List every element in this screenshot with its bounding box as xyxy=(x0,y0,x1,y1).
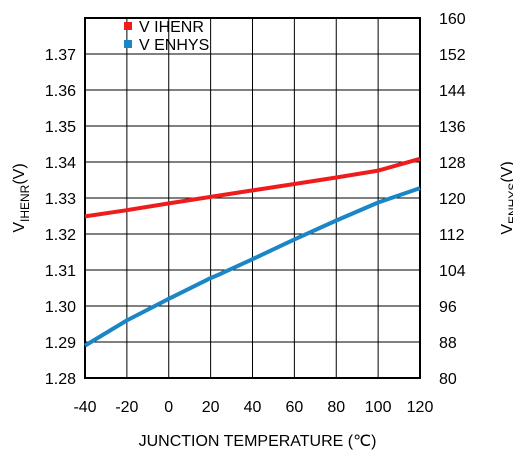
series-line-venhys xyxy=(83,186,421,348)
y-right-tick-label: 96 xyxy=(439,299,457,316)
x-tick-label: 120 xyxy=(407,399,434,416)
x-tick-label: -20 xyxy=(115,399,138,416)
y-left-tick-label: 1.28 xyxy=(45,371,76,388)
y-left-axis-title: VIHENR(V) xyxy=(11,163,32,232)
y-left-axis-title-sub: IHENR xyxy=(18,184,32,222)
legend-marker xyxy=(124,22,132,30)
y-left-tick-label: 1.34 xyxy=(45,155,76,172)
x-tick-label: 0 xyxy=(164,399,173,416)
y-right-tick-label: 112 xyxy=(439,227,465,244)
y-left-axis-title-unit: (V) xyxy=(11,163,28,184)
y-left-tick-label: 1.30 xyxy=(45,299,76,316)
legend-label: V IHENR xyxy=(139,19,204,36)
x-tick-label: 60 xyxy=(285,399,303,416)
y-right-tick-label: 144 xyxy=(439,83,466,100)
series-line-vihenr xyxy=(84,156,421,219)
y-right-tick-label: 104 xyxy=(439,263,466,280)
y-right-tick-label: 128 xyxy=(439,155,466,172)
y-left-tick-label: 1.31 xyxy=(45,263,76,280)
x-tick-label: -40 xyxy=(73,399,96,416)
y-left-tick-label: 1.36 xyxy=(45,83,76,100)
x-tick-label: 40 xyxy=(244,399,262,416)
y-right-tick-label: 152 xyxy=(439,47,466,64)
y-right-axis-title-main: V xyxy=(499,224,513,235)
y-left-tick-label: 1.33 xyxy=(45,191,76,208)
y-right-tick-label: 136 xyxy=(439,119,466,136)
y-right-axis-title-unit: (V) xyxy=(499,161,513,182)
x-tick-label: 20 xyxy=(202,399,220,416)
legend-label: V ENHYS xyxy=(139,37,209,54)
y-right-tick-label: 80 xyxy=(439,371,457,388)
y-right-axis-title-sub: ENHYS xyxy=(506,183,513,224)
y-left-tick-label: 1.29 xyxy=(45,335,76,352)
y-left-tick-label: 1.35 xyxy=(45,119,76,136)
y-left-tick-label: 1.37 xyxy=(45,47,76,64)
y-right-tick-label: 120 xyxy=(439,191,466,208)
legend-marker xyxy=(124,40,132,48)
y-right-tick-label: 88 xyxy=(439,335,457,352)
x-axis-title: JUNCTION TEMPERATURE (℃) xyxy=(139,433,377,450)
plot-frame xyxy=(84,17,421,379)
y-left-axis-title-main: V xyxy=(11,222,28,233)
x-tick-label: 80 xyxy=(327,399,345,416)
y-left-tick-label: 1.32 xyxy=(45,227,76,244)
x-tick-label: 100 xyxy=(365,399,392,416)
y-right-tick-label: 160 xyxy=(439,11,466,28)
